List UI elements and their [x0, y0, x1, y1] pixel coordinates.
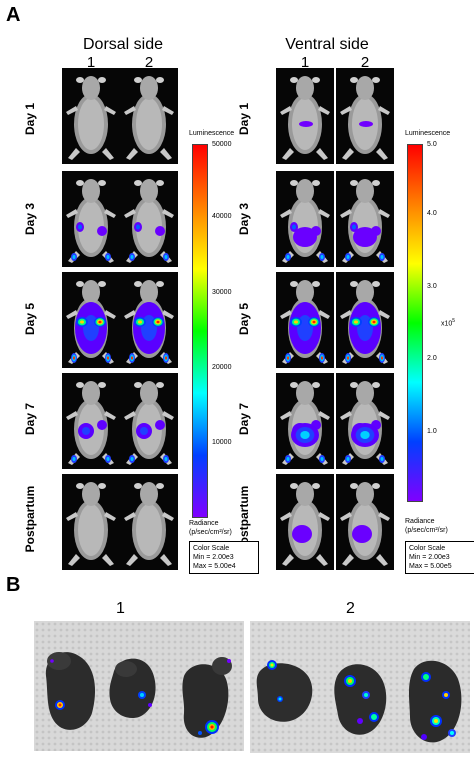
- dorsal-scale-title: Luminescence: [189, 130, 235, 137]
- dorsal-mouse-1-row-1: [62, 68, 120, 164]
- dorsal-row-postpartum: Postpartum: [23, 485, 37, 553]
- dorsal-mouse-2-row-4: [120, 373, 178, 469]
- ventral-radiance-label: Radiance (p/sec/cm²/sr): [405, 517, 474, 535]
- dorsal-radiance-label: Radiance (p/sec/cm²/sr): [189, 519, 259, 537]
- dorsal-col-1: 1: [86, 54, 96, 71]
- dorsal-colorbar: [192, 144, 208, 518]
- dorsal-color-scale-box: Color Scale Min = 2.00e3 Max = 5.00e4: [189, 541, 259, 574]
- ventral-color-scale-box: Color Scale Min = 2.00e3 Max = 5.00e5: [405, 541, 474, 574]
- dorsal-row-day3: Day 3: [23, 202, 37, 236]
- ventral-mouse-1-row-4: [276, 373, 334, 469]
- ventral-radiance-word: Radiance: [405, 518, 435, 525]
- dorsal-mouse-1-row-4: [62, 373, 120, 469]
- dorsal-row-day5: Day 5: [23, 302, 37, 336]
- ventral-mouse-2-row-4: [336, 373, 394, 469]
- ventral-image-tile: [336, 171, 394, 267]
- dorsal-tick-20000: 20000: [212, 364, 232, 371]
- ventral-image-tile: [276, 68, 334, 164]
- ventral-tick-1: 1.0: [427, 428, 437, 435]
- dorsal-cs-title: Color Scale: [193, 545, 230, 552]
- dorsal-tick-10000: 10000: [212, 439, 232, 446]
- dorsal-image-tile: [120, 68, 178, 164]
- dorsal-tick-40000: 40000: [212, 213, 232, 220]
- dorsal-image-tile: [62, 474, 120, 570]
- dorsal-image-tile: [120, 474, 178, 570]
- ventral-image-tile: [336, 373, 394, 469]
- dorsal-cs-max: Max = 5.00e4: [193, 563, 236, 570]
- ventral-unit-base: x10: [441, 320, 453, 328]
- dorsal-radiance-word: Radiance: [189, 520, 219, 527]
- ventral-col-1: 1: [300, 54, 310, 71]
- pup-group-1-label: 1: [116, 600, 125, 617]
- ventral-scale-unit: x105: [441, 318, 455, 327]
- dorsal-tick-50000: 50000: [212, 141, 232, 148]
- dorsal-mouse-1-row-2: [62, 171, 120, 267]
- ventral-cs-title: Color Scale: [409, 545, 446, 552]
- dorsal-mouse-2-row-3: [120, 272, 178, 368]
- ventral-mouse-1-row-1: [276, 68, 334, 164]
- pup-photo-1: [34, 621, 244, 751]
- ventral-scale-title: Luminescence: [405, 130, 451, 137]
- ventral-image-tile: [276, 373, 334, 469]
- ventral-image-tile: [336, 474, 394, 570]
- ventral-image-tile: [276, 272, 334, 368]
- dorsal-mouse-2-row-5: [120, 474, 178, 570]
- ventral-cs-min: Min = 2.00e3: [409, 554, 450, 561]
- ventral-mouse-1-row-2: [276, 171, 334, 267]
- dorsal-mouse-2-row-1: [120, 68, 178, 164]
- dorsal-mouse-1-row-5: [62, 474, 120, 570]
- ventral-mouse-1-row-5: [276, 474, 334, 570]
- ventral-image-tile: [336, 68, 394, 164]
- dorsal-tick-30000: 30000: [212, 289, 232, 296]
- ventral-row-day7: Day 7: [237, 402, 251, 436]
- panel-b-label: B: [6, 574, 21, 596]
- ventral-tick-4: 4.0: [427, 210, 437, 217]
- ventral-image-tile: [276, 474, 334, 570]
- dorsal-row-day7: Day 7: [23, 402, 37, 436]
- ventral-mouse-2-row-5: [336, 474, 394, 570]
- dorsal-image-tile: [120, 373, 178, 469]
- ventral-image-tile: [336, 272, 394, 368]
- dorsal-image-tile: [62, 68, 120, 164]
- pup-photo-2: [250, 621, 470, 753]
- pup-image-group-1: [34, 621, 244, 751]
- dorsal-image-tile: [62, 171, 120, 267]
- panel-a-label: A: [6, 4, 21, 26]
- dorsal-image-tile: [62, 373, 120, 469]
- ventral-tick-2: 2.0: [427, 355, 437, 362]
- pup-group-2-label: 2: [346, 600, 355, 617]
- ventral-title: Ventral side: [285, 36, 369, 53]
- ventral-row-day1: Day 1: [237, 102, 251, 136]
- ventral-col-2: 2: [360, 54, 370, 71]
- ventral-unit-exp: 5: [452, 318, 456, 324]
- ventral-mouse-2-row-3: [336, 272, 394, 368]
- dorsal-image-tile: [120, 171, 178, 267]
- ventral-mouse-2-row-2: [336, 171, 394, 267]
- dorsal-col-2: 2: [144, 54, 154, 71]
- ventral-mouse-1-row-3: [276, 272, 334, 368]
- ventral-tick-3: 3.0: [427, 283, 437, 290]
- ventral-row-day5: Day 5: [237, 302, 251, 336]
- pup-image-group-2: [250, 621, 470, 753]
- dorsal-radiance-unit: (p/sec/cm²/sr): [189, 529, 232, 536]
- ventral-row-day3: Day 3: [237, 202, 251, 236]
- ventral-image-tile: [276, 171, 334, 267]
- dorsal-mouse-2-row-2: [120, 171, 178, 267]
- dorsal-image-tile: [62, 272, 120, 368]
- ventral-cs-max: Max = 5.00e5: [409, 563, 452, 570]
- ventral-radiance-unit: (p/sec/cm²/sr): [405, 527, 448, 534]
- dorsal-title: Dorsal side: [82, 36, 164, 53]
- dorsal-row-day1: Day 1: [23, 102, 37, 136]
- ventral-colorbar: [407, 144, 423, 502]
- dorsal-image-tile: [120, 272, 178, 368]
- dorsal-cs-min: Min = 2.00e3: [193, 554, 234, 561]
- ventral-tick-5: 5.0: [427, 141, 437, 148]
- ventral-mouse-2-row-1: [336, 68, 394, 164]
- dorsal-mouse-1-row-3: [62, 272, 120, 368]
